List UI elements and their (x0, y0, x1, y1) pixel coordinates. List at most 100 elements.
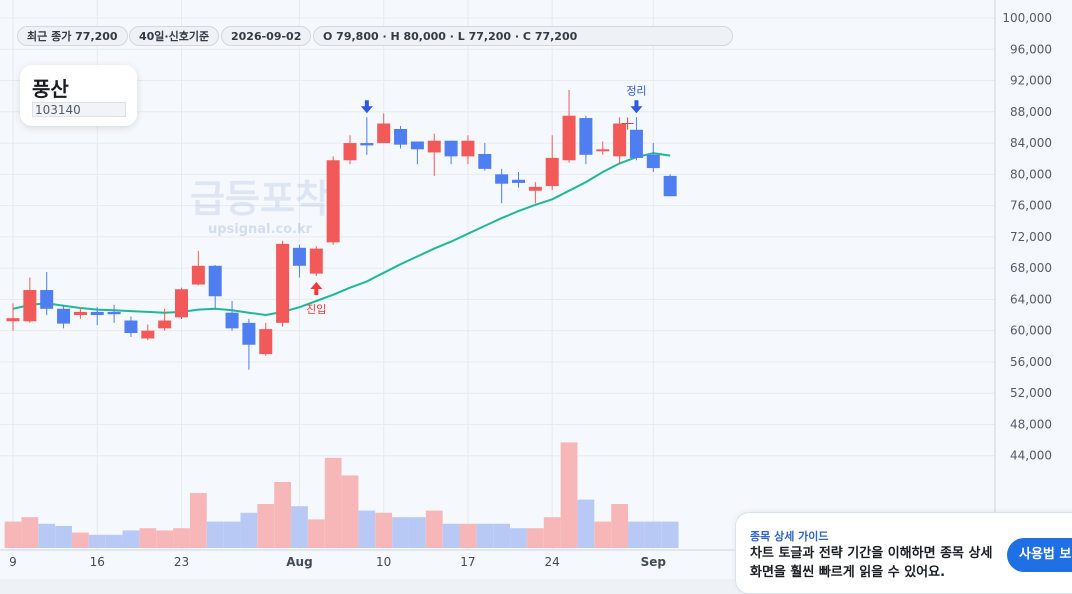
stock-card: 풍산 103140 (20, 65, 137, 126)
candle-body[interactable] (579, 118, 593, 155)
candle-body[interactable] (90, 311, 104, 316)
sell-marker-label: 정리 (626, 84, 646, 97)
candle-body[interactable] (292, 247, 306, 266)
y-tick-label: 64,000 (1010, 292, 1052, 306)
candle-body[interactable] (545, 157, 559, 187)
candle-body[interactable] (360, 143, 374, 146)
candle-body[interactable] (377, 123, 391, 144)
buy-marker-label: 진입 (306, 303, 326, 316)
candle-body[interactable] (158, 320, 172, 329)
candle-body[interactable] (427, 140, 441, 153)
volume-bar (493, 523, 511, 548)
candle-body[interactable] (410, 141, 424, 150)
volume-bar (257, 504, 275, 548)
volume-bar (223, 521, 241, 548)
close-price-pill: 최근 종가 77,200 (17, 26, 128, 46)
volume-bar (628, 521, 645, 548)
y-tick-label: 72,000 (1010, 230, 1052, 244)
candle-body[interactable] (629, 129, 643, 158)
volume-bar (307, 519, 325, 548)
volume-bar (375, 512, 393, 548)
volume-bar (392, 517, 409, 548)
x-tick-label: 9 (9, 555, 17, 569)
y-tick-label: 88,000 (1010, 105, 1052, 119)
volume-bar (291, 506, 308, 548)
candle-body[interactable] (444, 140, 458, 157)
y-tick-label: 44,000 (1010, 449, 1052, 463)
candle-body[interactable] (191, 265, 205, 285)
buy-arrow-icon (310, 281, 323, 295)
candle-body[interactable] (225, 312, 239, 329)
candle-body[interactable] (562, 115, 576, 161)
guide-title: 종목 상세 가이드 (750, 530, 829, 543)
y-tick-label: 76,000 (1010, 199, 1052, 213)
volume-bar (476, 523, 494, 548)
volume-bar (55, 526, 72, 548)
candle-body[interactable] (107, 311, 121, 315)
candle-body[interactable] (613, 123, 627, 157)
candle-body[interactable] (461, 140, 475, 157)
volume-bar (611, 504, 628, 548)
volume-bar (459, 523, 477, 548)
volume-bar (105, 534, 123, 548)
volume-bar (206, 521, 224, 548)
candle-body[interactable] (528, 186, 542, 191)
candle-body[interactable] (276, 243, 290, 323)
candle-body[interactable] (478, 154, 492, 169)
volume-bar (173, 528, 190, 548)
candle-body[interactable] (23, 290, 37, 322)
x-tick-label: 10 (376, 555, 391, 569)
y-tick-label: 84,000 (1010, 136, 1052, 150)
y-tick-label: 52,000 (1010, 386, 1052, 400)
volume-bar (409, 517, 426, 548)
candle-body[interactable] (512, 179, 525, 183)
volume-bar (341, 475, 359, 548)
candle-body[interactable] (6, 318, 20, 322)
candle-body[interactable] (124, 320, 138, 334)
x-tick-label: Sep (641, 555, 667, 569)
volume-bar (510, 528, 527, 548)
candle-body[interactable] (394, 128, 408, 145)
guide-body: 차트 토글과 전략 기간을 이해하면 종목 상세 화면을 훨씬 빠르게 읽을 수… (750, 546, 993, 580)
volume-bar (560, 442, 578, 548)
y-tick-label: 48,000 (1010, 417, 1052, 431)
volume-bar (526, 528, 544, 548)
basis-pill[interactable]: 40일·신호기준 (129, 26, 220, 46)
volume-bar (240, 512, 258, 548)
candle-body[interactable] (242, 322, 256, 345)
volume-bar (577, 499, 595, 548)
ohlc-pill: O 79,800 · H 80,000 · L 77,200 · C 77,20… (313, 26, 733, 46)
guide-button[interactable]: 사용법 보기 (1007, 538, 1072, 572)
candle-body[interactable] (343, 143, 357, 161)
candle-body[interactable] (596, 149, 610, 152)
y-tick-label: 80,000 (1010, 167, 1052, 181)
watermark-url: upsignal.co.kr (208, 222, 313, 237)
volume-bar (38, 523, 56, 548)
stock-code: 103140 (32, 102, 126, 117)
volume-bar (274, 482, 291, 548)
candle-body[interactable] (208, 265, 222, 297)
candle-body[interactable] (40, 290, 54, 309)
candle-body[interactable] (646, 154, 660, 169)
y-tick-label: 56,000 (1010, 355, 1052, 369)
guide-banner: 종목 상세 가이드 차트 토글과 전략 기간을 이해하면 종목 상세 화면을 훨… (735, 512, 1072, 594)
ma-line (12, 152, 671, 317)
candle-body[interactable] (326, 160, 340, 243)
volume-bar (543, 517, 561, 548)
candle-body[interactable] (141, 330, 155, 339)
x-tick-label: 16 (90, 555, 105, 569)
volume-bar (88, 534, 106, 548)
x-tick-label: 24 (545, 555, 560, 569)
candle-body[interactable] (663, 175, 677, 197)
volume-bar (72, 532, 89, 548)
candle-body[interactable] (175, 289, 188, 318)
candle-body[interactable] (73, 311, 87, 316)
watermark-title: 급등포착 (190, 177, 330, 221)
candle-body[interactable] (495, 174, 509, 184)
candle-body[interactable] (309, 248, 323, 274)
candle-body[interactable] (259, 329, 273, 355)
volume-bar (139, 528, 157, 548)
candle-body[interactable] (57, 308, 71, 324)
volume-bar (122, 530, 140, 548)
